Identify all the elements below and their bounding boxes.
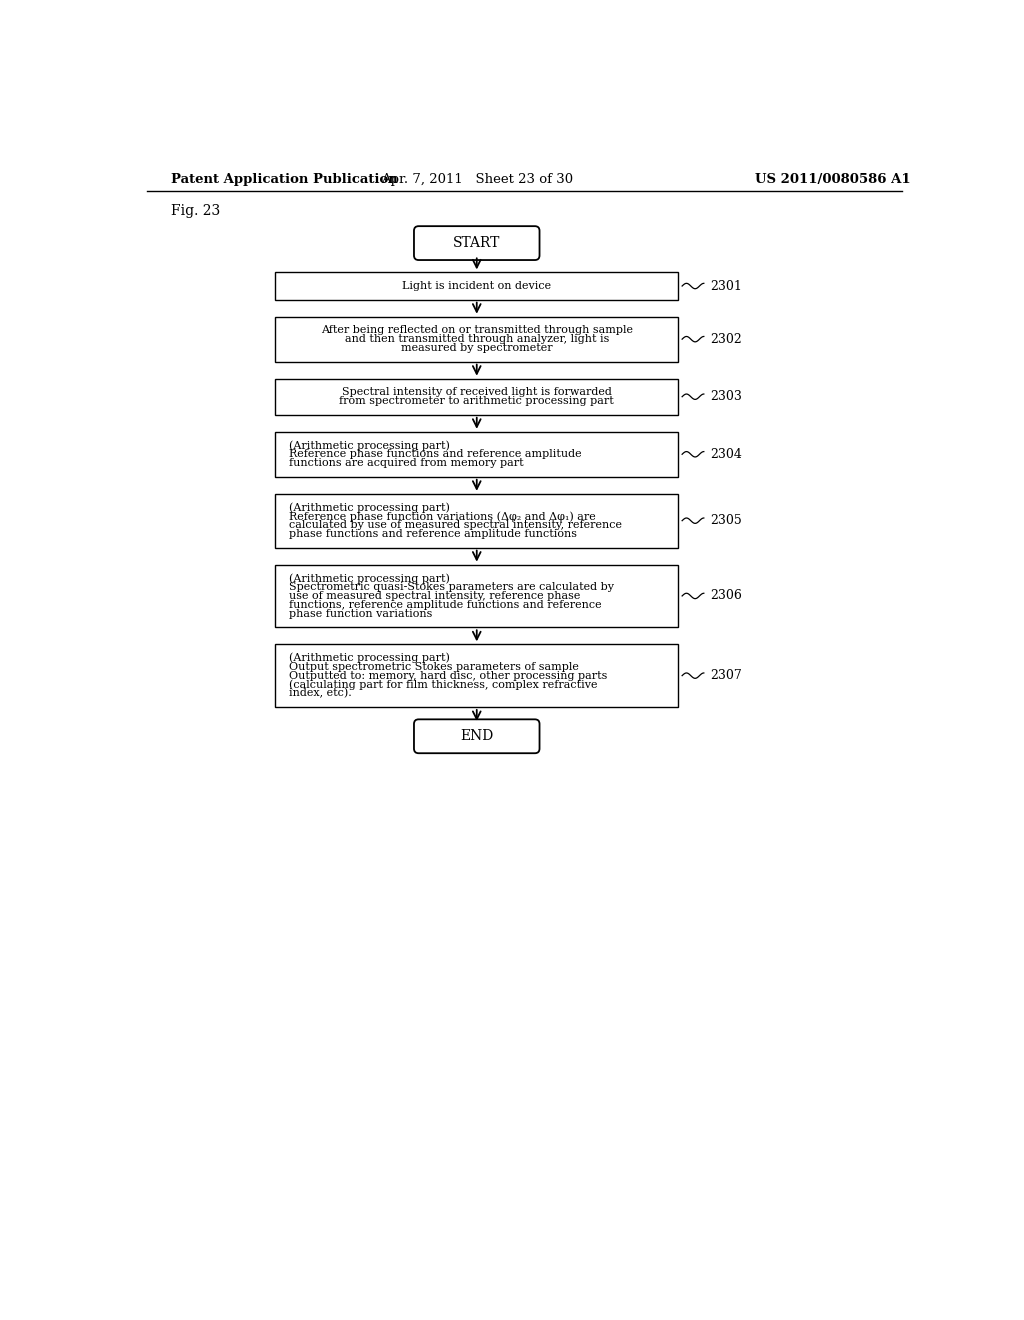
Text: Spectrometric quasi-Stokes parameters are calculated by: Spectrometric quasi-Stokes parameters ar… (289, 582, 614, 593)
FancyBboxPatch shape (275, 272, 678, 300)
Text: calculated by use of measured spectral intensity, reference: calculated by use of measured spectral i… (289, 520, 623, 531)
Text: (Arithmetic processing part): (Arithmetic processing part) (289, 440, 451, 450)
Text: 2303: 2303 (710, 391, 742, 403)
Text: measured by spectrometer: measured by spectrometer (401, 343, 553, 352)
FancyBboxPatch shape (275, 432, 678, 477)
Text: functions, reference amplitude functions and reference: functions, reference amplitude functions… (289, 599, 602, 610)
FancyBboxPatch shape (275, 494, 678, 548)
Text: START: START (453, 236, 501, 249)
Text: Fig. 23: Fig. 23 (171, 203, 220, 218)
Text: END: END (460, 729, 494, 743)
Text: (Arithmetic processing part): (Arithmetic processing part) (289, 652, 451, 663)
Text: use of measured spectral intensity, reference phase: use of measured spectral intensity, refe… (289, 591, 581, 601)
Text: Reference phase function variations (Δφ₂ and Δφ₁) are: Reference phase function variations (Δφ₂… (289, 511, 596, 521)
Text: functions are acquired from memory part: functions are acquired from memory part (289, 458, 524, 469)
Text: from spectrometer to arithmetic processing part: from spectrometer to arithmetic processi… (339, 396, 614, 407)
Text: 2304: 2304 (710, 447, 742, 461)
FancyBboxPatch shape (414, 719, 540, 754)
Text: phase function variations: phase function variations (289, 609, 432, 619)
FancyBboxPatch shape (275, 565, 678, 627)
Text: 2305: 2305 (710, 515, 741, 527)
Text: Light is incident on device: Light is incident on device (402, 281, 551, 290)
Text: 2302: 2302 (710, 333, 741, 346)
Text: After being reflected on or transmitted through sample: After being reflected on or transmitted … (321, 325, 633, 335)
FancyBboxPatch shape (275, 644, 678, 708)
Text: Outputted to: memory, hard disc, other processing parts: Outputted to: memory, hard disc, other p… (289, 671, 607, 681)
FancyBboxPatch shape (414, 226, 540, 260)
FancyBboxPatch shape (275, 379, 678, 414)
Text: Reference phase functions and reference amplitude: Reference phase functions and reference … (289, 449, 582, 459)
FancyBboxPatch shape (275, 317, 678, 362)
Text: phase functions and reference amplitude functions: phase functions and reference amplitude … (289, 529, 578, 539)
Text: Output spectrometric Stokes parameters of sample: Output spectrometric Stokes parameters o… (289, 661, 580, 672)
Text: 2301: 2301 (710, 280, 742, 293)
Text: and then transmitted through analyzer, light is: and then transmitted through analyzer, l… (344, 334, 609, 345)
Text: Apr. 7, 2011   Sheet 23 of 30: Apr. 7, 2011 Sheet 23 of 30 (381, 173, 572, 186)
Text: (calculating part for film thickness, complex refractive: (calculating part for film thickness, co… (289, 680, 598, 690)
Text: (Arithmetic processing part): (Arithmetic processing part) (289, 502, 451, 512)
Text: Patent Application Publication: Patent Application Publication (171, 173, 397, 186)
Text: index, etc).: index, etc). (289, 688, 352, 698)
Text: 2307: 2307 (710, 669, 741, 682)
Text: Spectral intensity of received light is forwarded: Spectral intensity of received light is … (342, 387, 611, 397)
Text: US 2011/0080586 A1: US 2011/0080586 A1 (756, 173, 911, 186)
Text: 2306: 2306 (710, 590, 742, 602)
Text: (Arithmetic processing part): (Arithmetic processing part) (289, 573, 451, 583)
